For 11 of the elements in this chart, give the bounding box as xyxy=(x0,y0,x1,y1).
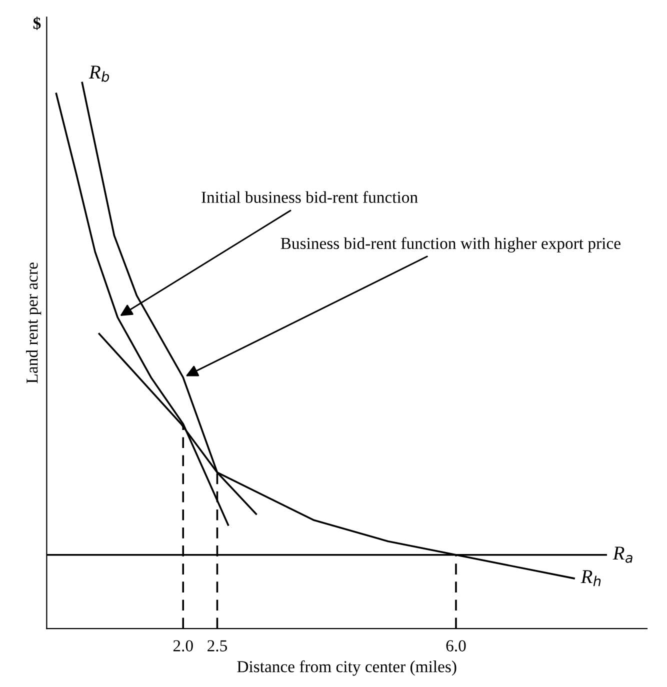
series-label: R$_{a}$ xyxy=(612,546,632,563)
series-label: R$_{h}$ xyxy=(580,570,601,586)
annotation: Initial business bid-rent function xyxy=(202,191,418,203)
text: $ xyxy=(33,16,41,30)
x-axis-title: Distance from city center (miles) xyxy=(237,660,456,676)
annotation: Business bid-rent function with higher export price xyxy=(280,237,620,252)
series-label: R$_{b}$ xyxy=(88,66,110,82)
x-tick-label: 2.0 xyxy=(173,640,193,652)
x-tick-label: 6.0 xyxy=(446,640,466,652)
y-axis-title: Land rent per acre xyxy=(26,262,42,384)
x-tick-label: 2.5 xyxy=(208,640,227,652)
